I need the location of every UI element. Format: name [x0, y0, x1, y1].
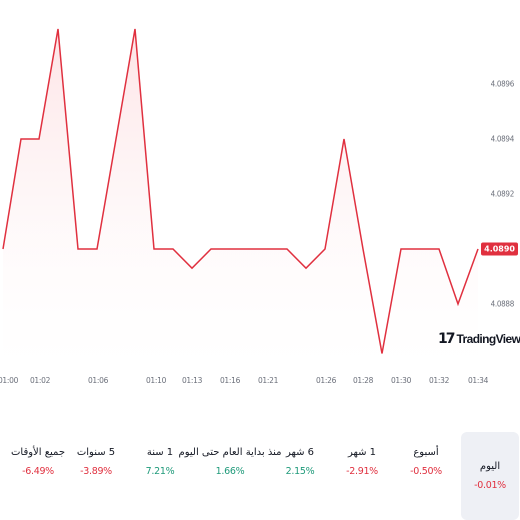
- time-axis-tick-label: 01:30: [390, 376, 412, 385]
- period-label: 6 شهر: [285, 447, 315, 458]
- price-axis-tick-label: 4.0892: [490, 189, 515, 199]
- last-price-tag: 4.0890: [481, 242, 518, 256]
- period-tab[interactable]: جميع الأوقات 6.49%-: [0, 432, 83, 492]
- time-axis-tick-label: 01:10: [145, 376, 167, 385]
- period-label: 1 سنة: [146, 447, 174, 458]
- period-label: جميع الأوقات: [10, 447, 66, 458]
- price-area-fill: [3, 29, 478, 370]
- time-axis-tick-label: 01:16: [219, 376, 241, 385]
- time-axis-tick-label: 01:21: [257, 376, 279, 385]
- time-axis-tick-label: 01:28: [352, 376, 374, 385]
- period-change-value: 3.89%-: [80, 466, 112, 477]
- period-tab[interactable]: أسبوع 0.50%-: [381, 432, 471, 492]
- period-label: 5 سنوات: [76, 447, 116, 458]
- price-axis-tick-label: 4.0896: [490, 79, 515, 89]
- period-tab[interactable]: 6 شهر 2.15%: [255, 432, 345, 492]
- time-axis-tick-label: 01:02: [29, 376, 51, 385]
- period-performance-bar: اليوم 0.01%- أسبوع 0.50%- 1 شهر 2.91%- 6 شهر 2.…: [0, 432, 520, 520]
- chart-svg: [2, 28, 479, 370]
- price-axis-tick-label: 4.0894: [490, 134, 515, 144]
- price-line: [2, 28, 479, 354]
- tradingview-logo-text: TradingView: [456, 332, 520, 346]
- price-chart[interactable]: 4.0896 4.0894 4.0892 4.0888 4.0890 01:00 01:0…: [0, 0, 520, 400]
- time-axis-tick-label: 01:00: [0, 376, 19, 385]
- period-change-value: 6.49%-: [22, 466, 54, 477]
- period-change-value: 0.50%-: [410, 466, 442, 477]
- period-change-value: 7.21%: [145, 466, 175, 477]
- time-axis-tick-label: 01:06: [87, 376, 109, 385]
- time-axis-tick-label: 01:32: [428, 376, 450, 385]
- period-label: اليوم: [479, 461, 501, 472]
- period-change-value: 0.01%-: [474, 480, 506, 491]
- time-axis-tick-label: 01:13: [181, 376, 203, 385]
- price-axis-tick-label: 4.0888: [490, 299, 515, 309]
- period-tab[interactable]: 5 سنوات 3.89%-: [51, 432, 141, 492]
- period-label: 1 شهر: [347, 447, 377, 458]
- tradingview-logo[interactable]: 17 TradingView: [438, 331, 520, 347]
- period-change-value: 2.91%-: [346, 466, 378, 477]
- period-change-value: 1.66%: [215, 466, 245, 477]
- tradingview-logo-icon: 17: [438, 331, 456, 347]
- period-label: منذ بداية العام حتى اليوم: [178, 447, 282, 458]
- period-change-value: 2.15%: [285, 466, 315, 477]
- period-tab[interactable]: اليوم 0.01%-: [461, 432, 519, 520]
- period-tab[interactable]: 1 سنة 7.21%: [115, 432, 205, 492]
- period-tab[interactable]: 1 شهر 2.91%-: [317, 432, 407, 492]
- period-tab[interactable]: منذ بداية العام حتى اليوم 1.66%: [179, 432, 282, 492]
- period-label: أسبوع: [413, 447, 439, 458]
- time-axis-tick-label: 01:34: [467, 376, 489, 385]
- time-axis-tick-label: 01:26: [315, 376, 337, 385]
